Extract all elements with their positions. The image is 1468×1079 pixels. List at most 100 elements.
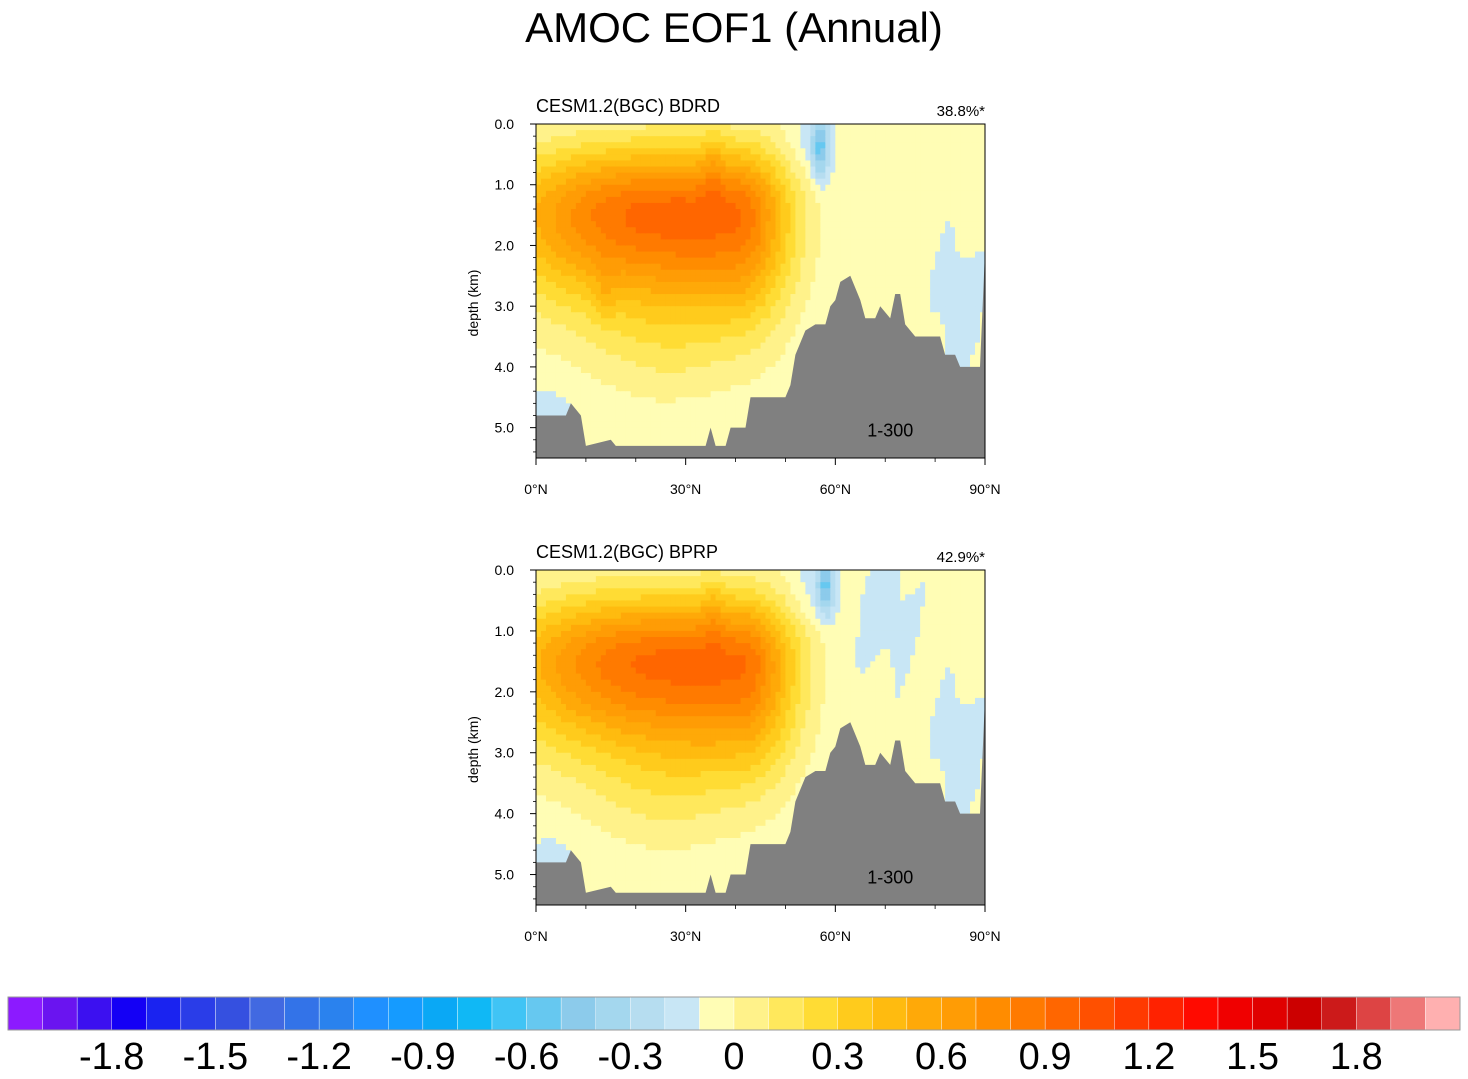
field-cell — [580, 336, 587, 344]
field-cell — [685, 379, 692, 386]
field-cell — [770, 379, 777, 386]
field-cell — [680, 239, 687, 247]
field-cell — [615, 427, 622, 435]
field-cell — [840, 136, 846, 143]
field-cell — [585, 366, 592, 374]
field-cell — [790, 342, 797, 350]
field-cell — [685, 245, 692, 253]
field-cell — [790, 178, 797, 186]
field-cell — [645, 251, 652, 259]
field-cell — [560, 136, 567, 143]
field-cell — [900, 124, 906, 131]
field-cell — [645, 178, 652, 186]
field-cell — [635, 263, 642, 271]
field-cell — [730, 281, 737, 289]
field-cell — [800, 269, 806, 277]
field-cell — [775, 142, 782, 149]
field-cell — [580, 324, 587, 332]
field-cell — [555, 124, 562, 131]
field-cell — [975, 233, 981, 240]
field-cell — [885, 172, 891, 180]
field-cell — [560, 287, 567, 295]
field-cell — [600, 360, 607, 368]
field-cell — [725, 239, 732, 247]
field-cell — [880, 148, 886, 155]
field-cell — [725, 360, 732, 368]
field-cell — [875, 300, 881, 307]
field-cell — [635, 403, 642, 411]
field-cell — [975, 184, 981, 192]
field-cell — [705, 354, 712, 362]
field-cell — [735, 330, 742, 338]
field-cell — [810, 130, 816, 137]
field-cell — [815, 287, 821, 295]
field-cell — [635, 318, 642, 325]
field-cell — [860, 233, 866, 240]
field-cell — [795, 275, 802, 283]
field-cell — [580, 202, 587, 210]
field-cell — [715, 397, 722, 404]
field-cell — [575, 391, 582, 398]
field-cell — [895, 239, 901, 247]
field-cell — [675, 172, 682, 180]
field-cell — [685, 251, 692, 259]
field-cell — [630, 366, 637, 374]
field-cell — [860, 215, 866, 222]
field-cell — [925, 263, 931, 271]
field-cell — [585, 130, 592, 137]
field-cell — [880, 166, 886, 174]
field-cell — [595, 336, 602, 344]
field-cell — [575, 215, 582, 222]
field-cell — [830, 281, 836, 289]
field-cell — [725, 172, 732, 180]
field-cell — [550, 209, 557, 216]
field-cell — [745, 215, 752, 222]
field-cell — [980, 184, 985, 192]
field-cell — [675, 221, 682, 228]
field-cell — [570, 227, 577, 234]
field-cell — [890, 233, 896, 240]
field-cell — [710, 245, 717, 253]
field-cell — [795, 154, 802, 162]
field-cell — [815, 184, 821, 192]
field-cell — [775, 154, 782, 162]
field-cell — [600, 427, 607, 435]
field-cell — [865, 178, 871, 186]
field-cell — [585, 124, 592, 131]
field-cell — [550, 136, 557, 143]
field-cell — [555, 136, 562, 143]
field-cell — [700, 372, 707, 380]
field-cell — [580, 190, 587, 198]
field-cell — [930, 178, 936, 186]
field-cell — [730, 178, 737, 186]
field-cell — [915, 245, 921, 253]
field-cell — [680, 433, 687, 441]
field-cell — [855, 263, 861, 271]
field-cell — [650, 379, 657, 386]
field-cell — [595, 257, 602, 265]
field-cell — [645, 209, 652, 216]
field-cell — [545, 172, 552, 180]
field-cell — [925, 160, 931, 168]
field-cell — [815, 221, 821, 228]
field-cell — [565, 306, 572, 313]
field-cell — [550, 379, 557, 386]
field-cell — [660, 245, 667, 253]
field-cell — [785, 306, 792, 313]
field-cell — [730, 360, 737, 368]
field-cell — [575, 190, 582, 198]
field-cell — [715, 379, 722, 386]
field-cell — [680, 154, 687, 162]
field-cell — [710, 397, 717, 404]
field-cell — [630, 306, 637, 313]
field-cell — [840, 160, 846, 168]
field-cell — [705, 348, 712, 356]
field-cell — [750, 166, 757, 174]
field-cell — [725, 318, 732, 325]
field-cell — [595, 275, 602, 283]
field-cell — [780, 281, 787, 289]
field-cell — [710, 215, 717, 222]
field-cell — [755, 275, 762, 283]
field-cell — [955, 245, 961, 253]
field-cell — [625, 221, 632, 228]
